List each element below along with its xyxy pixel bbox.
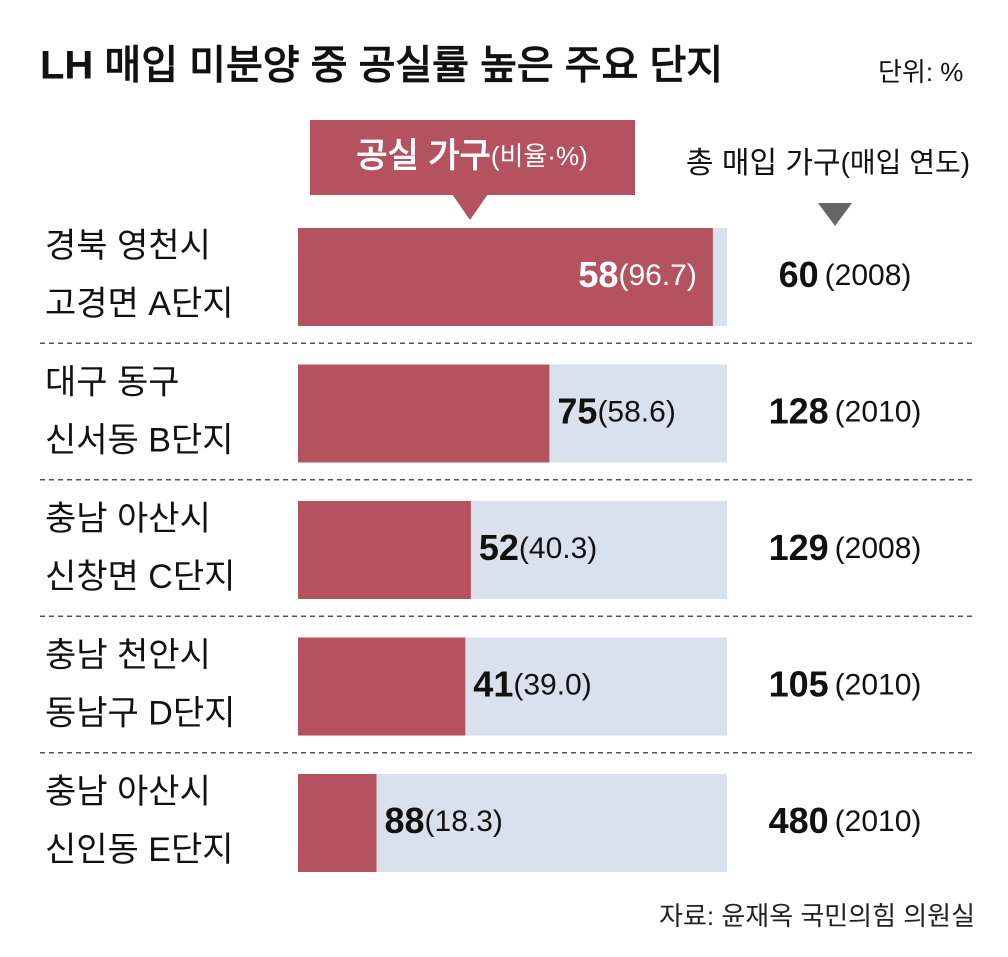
value-label: 88(18.3): [385, 800, 503, 841]
legend-pointer: [452, 194, 488, 220]
ratio-value: (96.7): [618, 259, 696, 292]
value-label: 52(40.3): [479, 527, 597, 568]
ratio-value: (58.6): [597, 395, 675, 428]
category-label: 대구 동구: [45, 363, 180, 401]
total-label: 480 (2010): [769, 800, 922, 841]
unit-label: 단위: %: [878, 57, 963, 87]
value-label: 41(39.0): [473, 663, 591, 704]
total-label: 60 (2008): [779, 254, 912, 295]
ratio-value: (39.0): [513, 668, 591, 701]
ratio-value: (18.3): [425, 805, 503, 838]
vacant-value: 41: [473, 663, 513, 704]
legend-main: 공실 가구: [356, 137, 491, 175]
legend-sub: (비율·%): [491, 141, 588, 171]
year-value: (2010): [835, 395, 922, 428]
vacant-value: 52: [479, 527, 519, 568]
bar: [298, 364, 550, 463]
ratio-value: (40.3): [519, 532, 597, 565]
category-label: 고경면 A단지: [45, 285, 234, 323]
total-value: 60: [779, 254, 819, 295]
total-label: 129 (2008): [769, 527, 922, 568]
vacant-value: 75: [557, 390, 597, 431]
category-label: 충남 아산시: [45, 500, 211, 538]
total-value: 480: [769, 800, 829, 841]
category-label: 경북 영천시: [45, 227, 211, 265]
total-value: 129: [769, 527, 829, 568]
category-label: 동남구 D단지: [45, 694, 235, 732]
vacant-value: 58: [578, 254, 618, 295]
category-label: 신창면 C단지: [45, 558, 235, 596]
year-value: (2010): [835, 668, 922, 701]
category-label: 신인동 E단지: [45, 831, 234, 869]
column-header-sub: (매입 연도): [841, 147, 970, 178]
source: 자료: 윤재옥 국민의힘 의원실: [659, 901, 975, 931]
year-value: (2008): [825, 259, 912, 292]
category-label: 충남 아산시: [45, 773, 211, 811]
chart-title: LH 매입 미분양 중 공실률 높은 주요 단지: [40, 44, 723, 88]
category-label: 신서동 B단지: [45, 421, 234, 459]
legend-box: [310, 120, 635, 195]
value-label: 58(96.7): [578, 254, 696, 295]
bar: [298, 774, 377, 872]
column-pointer: [818, 203, 852, 226]
total-label: 105 (2010): [769, 663, 922, 704]
year-value: (2010): [835, 805, 922, 838]
year-value: (2008): [835, 532, 922, 565]
category-label: 충남 천안시: [45, 636, 211, 674]
total-value: 128: [769, 390, 829, 431]
column-header-main: 총 매입 가구: [686, 147, 841, 180]
value-label: 75(58.6): [557, 390, 675, 431]
bar: [298, 637, 466, 736]
total-label: 128 (2010): [769, 390, 922, 431]
bar: [298, 501, 471, 599]
total-value: 105: [769, 663, 829, 704]
bar: [298, 228, 713, 326]
vacant-value: 88: [385, 800, 425, 841]
column-header: 총 매입 가구(매입 연도): [686, 147, 970, 180]
legend-label: 공실 가구(비율·%): [356, 137, 588, 175]
